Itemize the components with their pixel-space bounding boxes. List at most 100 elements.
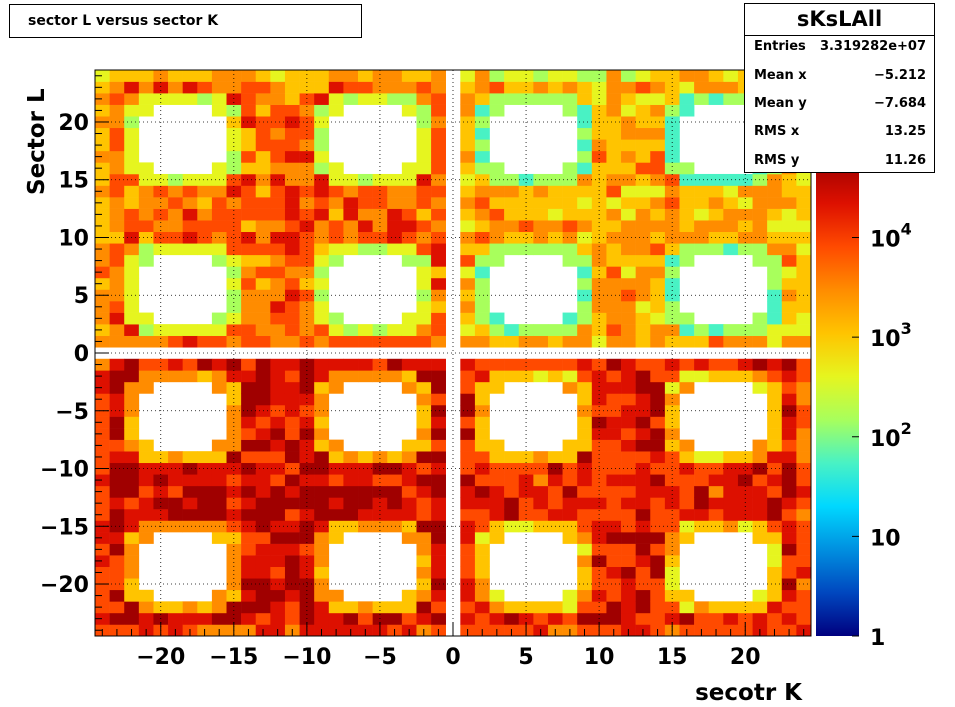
heatmap-cell xyxy=(460,601,476,614)
heatmap-cell xyxy=(416,381,432,394)
heatmap-cell xyxy=(460,208,476,221)
heatmap-cell xyxy=(723,70,739,82)
heatmap-cell xyxy=(124,301,140,313)
heatmap-cell xyxy=(767,532,783,544)
heatmap-cell xyxy=(372,70,388,82)
heatmap-cell xyxy=(95,254,110,267)
heatmap-cell xyxy=(124,197,140,209)
heatmap-cell xyxy=(723,208,739,221)
heatmap-cell xyxy=(577,231,593,244)
heatmap-cell xyxy=(621,612,636,625)
heatmap-cell xyxy=(182,231,198,244)
heatmap-cell xyxy=(737,370,753,383)
heatmap-cell xyxy=(621,277,636,290)
heatmap-cell xyxy=(694,474,710,487)
x-tick-label: 0 xyxy=(445,645,460,670)
heatmap-cell xyxy=(664,139,680,152)
heatmap-cell xyxy=(138,532,154,544)
heatmap-cell xyxy=(343,220,359,233)
heatmap-cell xyxy=(547,485,563,498)
heatmap-cell xyxy=(635,324,651,336)
heatmap-cell xyxy=(372,243,388,256)
heatmap-cell xyxy=(489,462,505,475)
heatmap-cell xyxy=(431,532,446,544)
heatmap-cell xyxy=(270,266,286,279)
heatmap-cell xyxy=(95,301,110,313)
stats-row-mean-y: Mean y −7.684 xyxy=(754,96,926,116)
heatmap-cell xyxy=(401,612,417,625)
heatmap-cell xyxy=(796,439,812,452)
heatmap-cell xyxy=(694,520,710,533)
heatmap-cell xyxy=(241,162,257,175)
heatmap-cell xyxy=(431,566,446,579)
heatmap-cell xyxy=(591,497,607,510)
heatmap-cell xyxy=(694,601,710,614)
heatmap-cell xyxy=(533,173,549,186)
heatmap-cell xyxy=(752,197,768,209)
heatmap-cell xyxy=(328,612,344,625)
heatmap-cell xyxy=(314,381,330,394)
heatmap-cell xyxy=(358,462,373,475)
heatmap-cell xyxy=(358,81,373,94)
heatmap-cell xyxy=(197,451,213,464)
heatmap-cell xyxy=(372,335,388,348)
heatmap-cell xyxy=(270,289,286,302)
heatmap-cell xyxy=(723,93,739,105)
heatmap-cell xyxy=(387,208,403,221)
heatmap-cell xyxy=(211,220,227,233)
heatmap-cell xyxy=(226,439,242,452)
heatmap-cell xyxy=(197,173,213,186)
heatmap-cell xyxy=(197,185,213,198)
heatmap-cell xyxy=(226,578,242,591)
heatmap-cell xyxy=(328,532,344,544)
heatmap-cell xyxy=(474,150,490,163)
heatmap-cell xyxy=(358,335,373,348)
heatmap-cell xyxy=(416,208,432,221)
heatmap-cell xyxy=(270,104,286,117)
heatmap-cell xyxy=(606,243,622,256)
heatmap-cell xyxy=(577,93,593,105)
heatmap-cell xyxy=(606,520,622,533)
heatmap-cell xyxy=(124,612,140,625)
x-tick-label: −5 xyxy=(363,645,397,670)
heatmap-cell xyxy=(314,197,330,209)
heatmap-cell xyxy=(796,451,812,464)
heatmap-cell xyxy=(241,451,257,464)
heatmap-cell xyxy=(767,185,783,198)
heatmap-cell xyxy=(95,81,110,94)
heatmap-cell xyxy=(211,497,227,510)
heatmap-cell xyxy=(314,312,330,325)
heatmap-cell xyxy=(328,220,344,233)
heatmap-cell xyxy=(635,81,651,94)
heatmap-cell xyxy=(562,312,578,325)
heatmap-cell xyxy=(138,485,154,498)
heatmap-cell xyxy=(95,185,110,198)
heatmap-cell xyxy=(708,324,724,336)
heatmap-cell xyxy=(621,416,636,429)
heatmap-cell xyxy=(241,208,257,221)
heatmap-cell xyxy=(577,220,593,233)
heatmap-cell xyxy=(328,173,344,186)
heatmap-cell xyxy=(343,70,359,82)
heatmap-cell xyxy=(124,393,140,406)
heatmap-cell xyxy=(796,543,812,556)
heatmap-cell xyxy=(358,451,373,464)
heatmap-cell xyxy=(518,335,534,348)
stats-value: 3.319282e+07 xyxy=(819,39,926,54)
heatmap-cell xyxy=(314,150,330,163)
heatmap-cell xyxy=(460,451,476,464)
heatmap-cell xyxy=(460,197,476,209)
heatmap-cell xyxy=(621,601,636,614)
heatmap-cell xyxy=(416,532,432,544)
heatmap-cell xyxy=(518,70,534,82)
heatmap-cell xyxy=(606,474,622,487)
stats-label: RMS x xyxy=(754,124,800,139)
colorbar-label: 103 xyxy=(870,319,912,352)
heatmap-cell xyxy=(723,324,739,336)
stats-label: Entries xyxy=(754,39,806,54)
heatmap-cell xyxy=(95,139,110,152)
heatmap-cell xyxy=(635,104,651,117)
heatmap-cell xyxy=(460,589,476,602)
heatmap-cell xyxy=(226,231,242,244)
heatmap-cell xyxy=(621,439,636,452)
